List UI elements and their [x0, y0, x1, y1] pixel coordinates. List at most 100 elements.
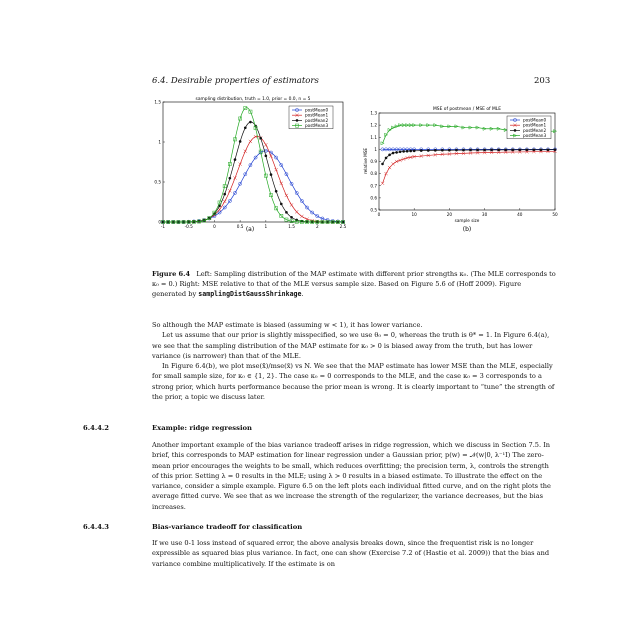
data-point-postMean3	[238, 116, 242, 121]
data-point-postMean3	[305, 220, 309, 224]
data-point-postMean3	[315, 220, 320, 224]
data-point-postMean3	[212, 210, 217, 215]
data-point-postMean0	[391, 147, 395, 152]
data-point-postMean3	[401, 123, 406, 128]
x-tick-label: 1	[265, 224, 268, 229]
data-point-postMean0	[274, 155, 278, 160]
data-point-postMean3	[394, 124, 399, 129]
data-point-postMean3	[294, 219, 299, 224]
data-point-postMean3	[192, 220, 196, 224]
data-point-postMean3	[181, 220, 186, 224]
data-point-postMean1	[510, 150, 515, 154]
data-point-postMean3	[496, 126, 501, 131]
data-point-postMean1	[419, 154, 424, 158]
data-point-postMean3	[461, 125, 466, 130]
x-tick-label: 0	[378, 212, 381, 217]
data-point-postMean1	[489, 150, 494, 155]
data-point-postMean3	[489, 126, 494, 131]
legend-entry: postMean0	[523, 118, 546, 123]
data-point-postMean3	[274, 206, 278, 211]
data-point-postMean2	[553, 148, 557, 151]
data-point-postMean2	[412, 149, 416, 153]
data-point-postMean2	[469, 148, 472, 152]
data-point-postMean0	[305, 205, 309, 210]
legend-box	[288, 105, 334, 129]
data-point-postMean3	[553, 129, 558, 134]
data-point-postMean1	[532, 149, 536, 154]
data-point-postMean2	[398, 150, 402, 154]
y-tick-label: 0.5	[370, 208, 377, 213]
x-tick-label: 10	[412, 212, 418, 217]
data-point-postMean2	[546, 148, 550, 152]
x-tick-label: 50	[552, 212, 558, 217]
data-point-postMean3	[454, 124, 459, 129]
data-point-postMean2	[391, 151, 395, 155]
data-point-postMean3	[310, 220, 314, 224]
data-point-postMean3	[330, 220, 335, 224]
data-point-postMean3	[391, 125, 396, 130]
data-point-postMean0	[300, 199, 304, 203]
data-point-postMean3	[258, 149, 263, 154]
data-point-postMean2	[518, 148, 522, 152]
legend-entry: postMean2	[305, 118, 328, 123]
data-point-postMean1	[253, 134, 258, 139]
caption-text: Left: Sampling distribution of the MAP e…	[152, 270, 556, 298]
data-point-postMean2	[448, 148, 451, 152]
paragraph-bias-variance-classification: If we use 0-1 loss instead of squared er…	[152, 539, 550, 568]
data-point-postMean1	[475, 150, 480, 155]
data-point-postMean2	[243, 126, 247, 130]
data-point-postMean2	[511, 148, 515, 152]
data-point-postMean1	[294, 210, 299, 214]
data-point-postMean2	[402, 150, 405, 153]
x-tick-label: -1	[161, 224, 166, 229]
data-point-postMean2	[532, 148, 536, 152]
legend-marker	[513, 118, 517, 122]
legend-marker	[295, 108, 299, 112]
legend-marker	[513, 129, 517, 132]
figure-6-4-left-chart: sampling distribution, truth = 1.0, prio…	[154, 96, 346, 233]
body-paragraphs: So although the MAP estimate is biased (…	[152, 320, 557, 402]
panel-b-label: (b)	[463, 226, 472, 233]
right-chart-xlabel: sample size	[455, 218, 480, 223]
data-point-postMean2	[539, 148, 543, 152]
data-point-postMean2	[483, 148, 486, 152]
data-point-postMean2	[426, 149, 430, 152]
data-point-postMean1	[387, 165, 392, 170]
data-point-postMean1	[384, 171, 388, 176]
legend-marker	[295, 113, 299, 117]
data-point-postMean1	[503, 150, 508, 154]
data-point-postMean3	[419, 123, 424, 128]
data-point-postMean0	[238, 181, 242, 186]
data-point-postMean0	[279, 163, 284, 167]
data-point-postMean1	[461, 151, 466, 156]
data-point-postMean1	[243, 149, 248, 154]
data-point-postMean3	[320, 220, 325, 224]
data-point-postMean3	[248, 109, 253, 114]
data-point-postMean2	[441, 148, 444, 152]
data-point-postMean2	[476, 148, 479, 152]
data-point-postMean0	[243, 172, 248, 177]
data-point-postMean2	[497, 148, 500, 152]
x-tick-label: 20	[447, 212, 453, 217]
series-line-postMean3	[163, 107, 343, 223]
y-tick-label: 1.5	[154, 100, 161, 105]
data-point-postMean3	[405, 123, 410, 128]
data-point-postMean3	[503, 127, 508, 132]
data-point-postMean3	[412, 123, 417, 128]
data-point-postMean2	[264, 154, 268, 158]
data-point-postMean3	[176, 220, 181, 224]
data-point-postMean0	[228, 199, 232, 203]
data-point-postMean3	[284, 217, 289, 222]
legend-marker	[513, 133, 518, 138]
data-point-postMean1	[264, 143, 268, 147]
section-title-ridge-regression: Example: ridge regression	[152, 424, 252, 432]
data-point-postMean2	[419, 149, 423, 152]
data-point-postMean2	[455, 148, 458, 152]
data-point-postMean3	[325, 220, 330, 224]
figure-caption: Figure 6.4 Left: Sampling distribution o…	[152, 269, 557, 299]
data-point-postMean1	[440, 152, 445, 157]
data-point-postMean3	[207, 216, 212, 220]
data-point-postMean1	[284, 193, 289, 198]
data-point-postMean1	[238, 162, 242, 166]
data-point-postMean3	[468, 125, 473, 130]
